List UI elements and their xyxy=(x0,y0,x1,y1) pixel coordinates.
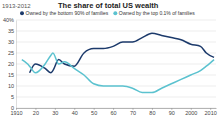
y-tick: 25 xyxy=(8,50,16,56)
x-tick: 90 xyxy=(169,108,175,116)
x-tick: 2010 xyxy=(205,108,217,116)
lines xyxy=(22,33,214,92)
subtitle: 1913-2012 xyxy=(2,3,31,9)
x-tick: 20 xyxy=(33,108,39,116)
x-axis: 1910 20 30 40 50 60 70 80 90 2000 2010 xyxy=(10,108,216,116)
series-line xyxy=(22,53,214,93)
x-tick-label: 2000 xyxy=(185,110,197,116)
x-tick-label: 1910 xyxy=(10,110,22,116)
grid-line xyxy=(16,20,216,21)
y-tick-label: 35 xyxy=(8,28,14,34)
x-tick: 1910 xyxy=(10,108,22,116)
legend: Owned by the bottom 90% of families Owned… xyxy=(20,10,195,16)
x-tick-label: 50 xyxy=(91,110,97,116)
y-tick-label: 15 xyxy=(8,72,14,78)
y-tick: 35 xyxy=(8,28,16,34)
x-tick-label: 60 xyxy=(111,110,117,116)
y-tick: 30 xyxy=(8,39,16,45)
grid-line xyxy=(16,53,216,54)
y-tick-label: 25 xyxy=(8,50,14,56)
x-tick-label: 2010 xyxy=(205,110,217,116)
y-tick: 15 xyxy=(8,72,16,78)
x-tick: 70 xyxy=(130,108,136,116)
x-tick-label: 70 xyxy=(130,110,136,116)
y-tick-label: 5 xyxy=(11,94,14,100)
y-axis-line xyxy=(16,21,17,109)
x-tick: 50 xyxy=(91,108,97,116)
x-tick-label: 30 xyxy=(52,110,58,116)
series-line xyxy=(30,33,214,73)
y-axis: 0510152025303540% xyxy=(3,17,17,111)
y-tick: 40% xyxy=(3,17,16,23)
x-tick: 60 xyxy=(111,108,117,116)
x-tick: 30 xyxy=(52,108,58,116)
x-tick-label: 80 xyxy=(149,110,155,116)
x-tick: 80 xyxy=(149,108,155,116)
grid-line xyxy=(16,75,216,76)
legend-label: Owned by the bottom 90% of families xyxy=(26,10,109,16)
y-tick-label: 40% xyxy=(3,17,14,23)
legend-swatch xyxy=(113,11,117,15)
legend-swatch xyxy=(20,11,24,15)
x-tick-label: 20 xyxy=(33,110,39,116)
x-tick-label: 90 xyxy=(169,110,175,116)
y-tick: 20 xyxy=(8,61,16,67)
y-tick-label: 10 xyxy=(8,83,14,89)
y-tick: 5 xyxy=(11,94,16,100)
grid-line xyxy=(16,108,216,109)
x-tick: 40 xyxy=(72,108,78,116)
x-tick-label: 40 xyxy=(72,110,78,116)
title: The share of total US wealth xyxy=(58,1,159,10)
x-axis-line xyxy=(17,108,217,109)
y-tick-label: 30 xyxy=(8,39,14,45)
x-tick: 2000 xyxy=(185,108,197,116)
grid-line xyxy=(16,97,216,98)
grid xyxy=(16,20,216,108)
grid-line xyxy=(16,31,216,32)
y-tick: 10 xyxy=(8,83,16,89)
chart: 1913-2012The share of total US wealth051… xyxy=(0,0,220,119)
legend-label: Owned by the top 0.1% of families xyxy=(119,10,195,16)
y-tick-label: 20 xyxy=(8,61,14,67)
